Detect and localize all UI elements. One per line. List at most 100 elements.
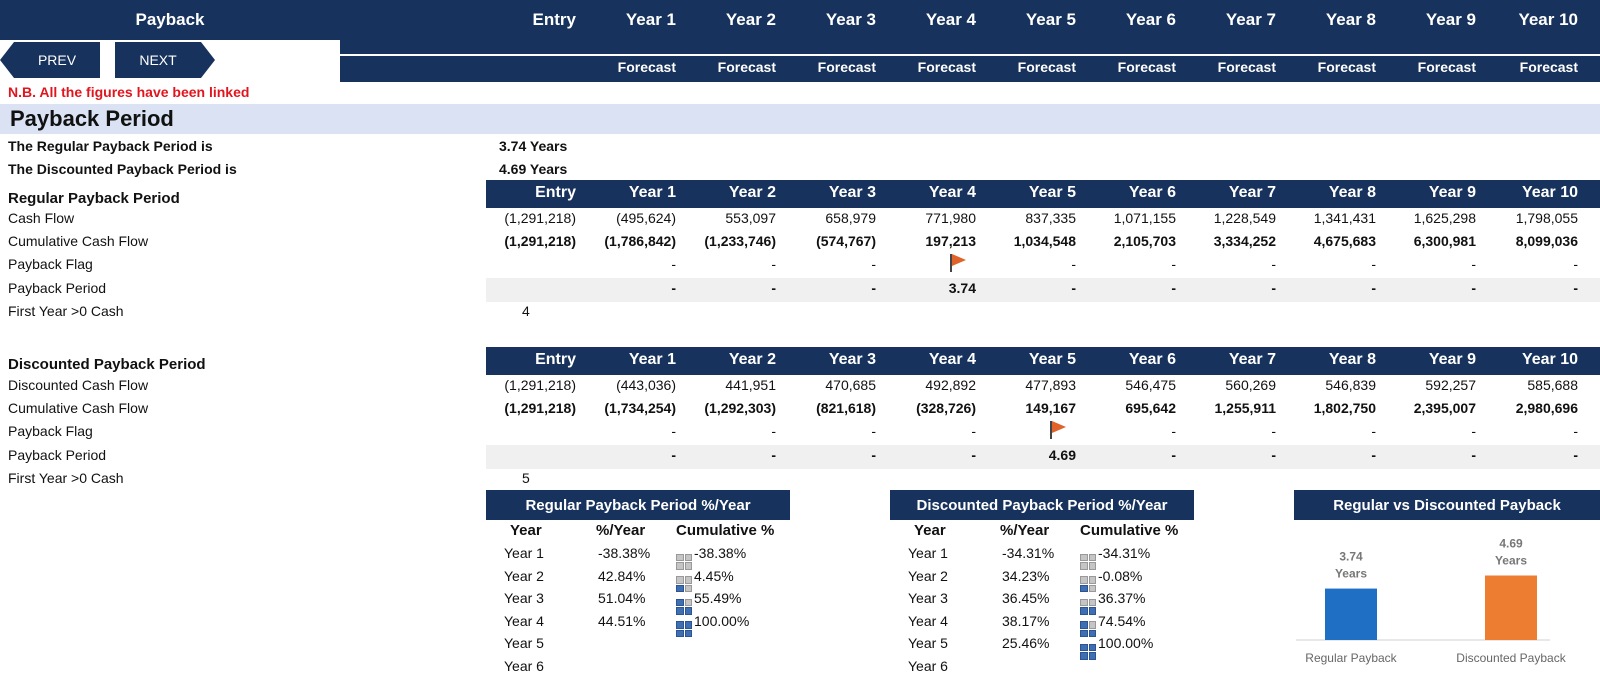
header-col-1: Year 1 <box>625 10 676 29</box>
discounted-cell: 2,395,007 <box>1413 400 1476 416</box>
regular-row-label: Cash Flow <box>8 210 75 226</box>
discounted-flag-icon <box>1050 421 1066 439</box>
regular-cell: (1,233,746) <box>704 233 776 249</box>
header-col-8: Year 8 <box>1325 10 1376 29</box>
discounted-cell: 695,642 <box>1125 400 1176 416</box>
regular-cell: - <box>1471 256 1476 272</box>
flag-icon <box>952 254 966 266</box>
discounted-cell: - <box>871 447 876 463</box>
header-col-2: Year 2 <box>725 10 776 29</box>
regular-row-label: First Year >0 Cash <box>8 303 124 319</box>
discounted-row-label: Discounted Cash Flow <box>8 377 149 393</box>
discounted_pct-header: Year <box>914 522 946 539</box>
regular-cell: (1,291,218) <box>504 210 576 226</box>
discounted-col-0: Entry <box>535 351 576 368</box>
header-col-9: Year 9 <box>1425 10 1476 29</box>
regular-cell: 2,105,703 <box>1113 233 1176 249</box>
discounted_pct-cum: -34.31% <box>1080 545 1150 570</box>
regular_pct-year: Year 3 <box>504 590 544 607</box>
discounted_pct-cum: 36.37% <box>1080 590 1145 615</box>
discounted_pct-cum: -0.08% <box>1080 568 1142 593</box>
discounted-cell: 149,167 <box>1025 400 1076 416</box>
chart-bar-0 <box>1325 588 1377 640</box>
regular-cell: 197,213 <box>925 233 976 249</box>
regular-col-1: Year 1 <box>628 184 676 201</box>
discounted-payback-row-bg <box>486 445 1600 469</box>
discounted_pct-header: %/Year <box>1000 522 1050 539</box>
header-col-4: Year 4 <box>925 10 976 29</box>
prev-button[interactable]: PREV <box>0 42 100 78</box>
header-bar <box>0 0 1600 40</box>
regular-row-label: Cumulative Cash Flow <box>8 233 149 249</box>
regular-cell: - <box>1171 256 1176 272</box>
discounted-col-5: Year 5 <box>1028 351 1076 368</box>
regular-cell: - <box>671 256 676 272</box>
regular-cell: 8,099,036 <box>1515 233 1578 249</box>
forecast-label-10: Forecast <box>1519 59 1578 75</box>
discounted-cell: - <box>1573 447 1578 463</box>
discounted_pct-cum: 100.00% <box>1080 635 1153 660</box>
discounted_pct-cum-value: 36.37% <box>1098 590 1146 607</box>
discounted-cell: - <box>871 423 876 439</box>
regular-cell: - <box>1271 280 1276 296</box>
header-col-3: Year 3 <box>825 10 876 29</box>
discounted-cell: - <box>771 423 776 439</box>
discounted_pct-cum-value: -34.31% <box>1098 545 1151 561</box>
regular-cell: - <box>771 280 776 296</box>
regular-table-header <box>486 180 1600 208</box>
discounted-cell: 477,893 <box>1025 377 1076 393</box>
regular_pct-year: Year 5 <box>504 635 544 652</box>
discounted-pct-title: Discounted Payback Period %/Year <box>890 490 1194 520</box>
regular-cell: - <box>1371 256 1376 272</box>
regular-cell: 658,979 <box>825 210 876 226</box>
linked-note: N.B. All the figures have been linked <box>8 84 250 100</box>
regular_pct-cum-value: -38.38% <box>694 545 747 561</box>
regular-summary-value: 3.74 Years <box>499 138 568 154</box>
regular_pct-pct: 42.84% <box>598 567 646 584</box>
regular_pct-year: Year 6 <box>504 658 544 674</box>
discounted-cell: - <box>671 447 676 463</box>
regular-cell: - <box>1071 280 1076 296</box>
regular-payback-row-bg <box>486 278 1600 302</box>
regular-table-title: Regular Payback Period <box>8 190 180 207</box>
regular-col-5: Year 5 <box>1028 184 1076 201</box>
discounted-col-8: Year 8 <box>1328 351 1376 368</box>
regular-cell: - <box>1171 280 1176 296</box>
forecast-label-6: Forecast <box>1117 59 1176 75</box>
forecast-label-7: Forecast <box>1217 59 1276 75</box>
regular-cell: 771,980 <box>925 210 976 226</box>
discounted-cell: - <box>1171 447 1176 463</box>
discounted_pct-year: Year 4 <box>908 612 948 629</box>
regular-cell: 1,034,548 <box>1013 233 1076 249</box>
discounted_pct-year: Year 5 <box>908 635 948 652</box>
forecast-label-4: Forecast <box>917 59 976 75</box>
discounted-cell: - <box>1471 447 1476 463</box>
discounted-table-title: Discounted Payback Period <box>8 356 206 373</box>
discounted-cell: (1,291,218) <box>504 400 576 416</box>
discounted-col-6: Year 6 <box>1128 351 1176 368</box>
regular-first-year: 4 <box>522 303 530 319</box>
next-button[interactable]: NEXT <box>115 42 215 78</box>
discounted_pct-header: Cumulative % <box>1080 522 1179 539</box>
regular_pct-year: Year 2 <box>504 567 544 584</box>
discounted-cell: - <box>1271 423 1276 439</box>
discounted-row-label: Payback Period <box>8 447 107 463</box>
regular-cell: - <box>1071 256 1076 272</box>
regular-row-label: Payback Flag <box>8 256 93 272</box>
regular-cell: - <box>871 280 876 296</box>
regular-cell: 1,228,549 <box>1213 210 1276 226</box>
discounted-cell: (1,734,254) <box>604 400 676 416</box>
regular-cell: - <box>771 256 776 272</box>
regular_pct-header: %/Year <box>596 522 646 539</box>
regular-col-10: Year 10 <box>1521 184 1578 201</box>
forecast-band <box>340 40 1600 82</box>
regular-cell: - <box>671 280 676 296</box>
progress-quad-icon <box>676 598 692 615</box>
regular_pct-cum-value: 55.49% <box>694 590 742 607</box>
discounted-cell: - <box>971 447 976 463</box>
progress-quad-icon <box>676 553 692 570</box>
regular-cell: 1,341,431 <box>1313 210 1376 226</box>
regular-col-7: Year 7 <box>1228 184 1276 201</box>
regular-cell: 1,071,155 <box>1113 210 1176 226</box>
progress-quad-icon <box>676 621 692 638</box>
